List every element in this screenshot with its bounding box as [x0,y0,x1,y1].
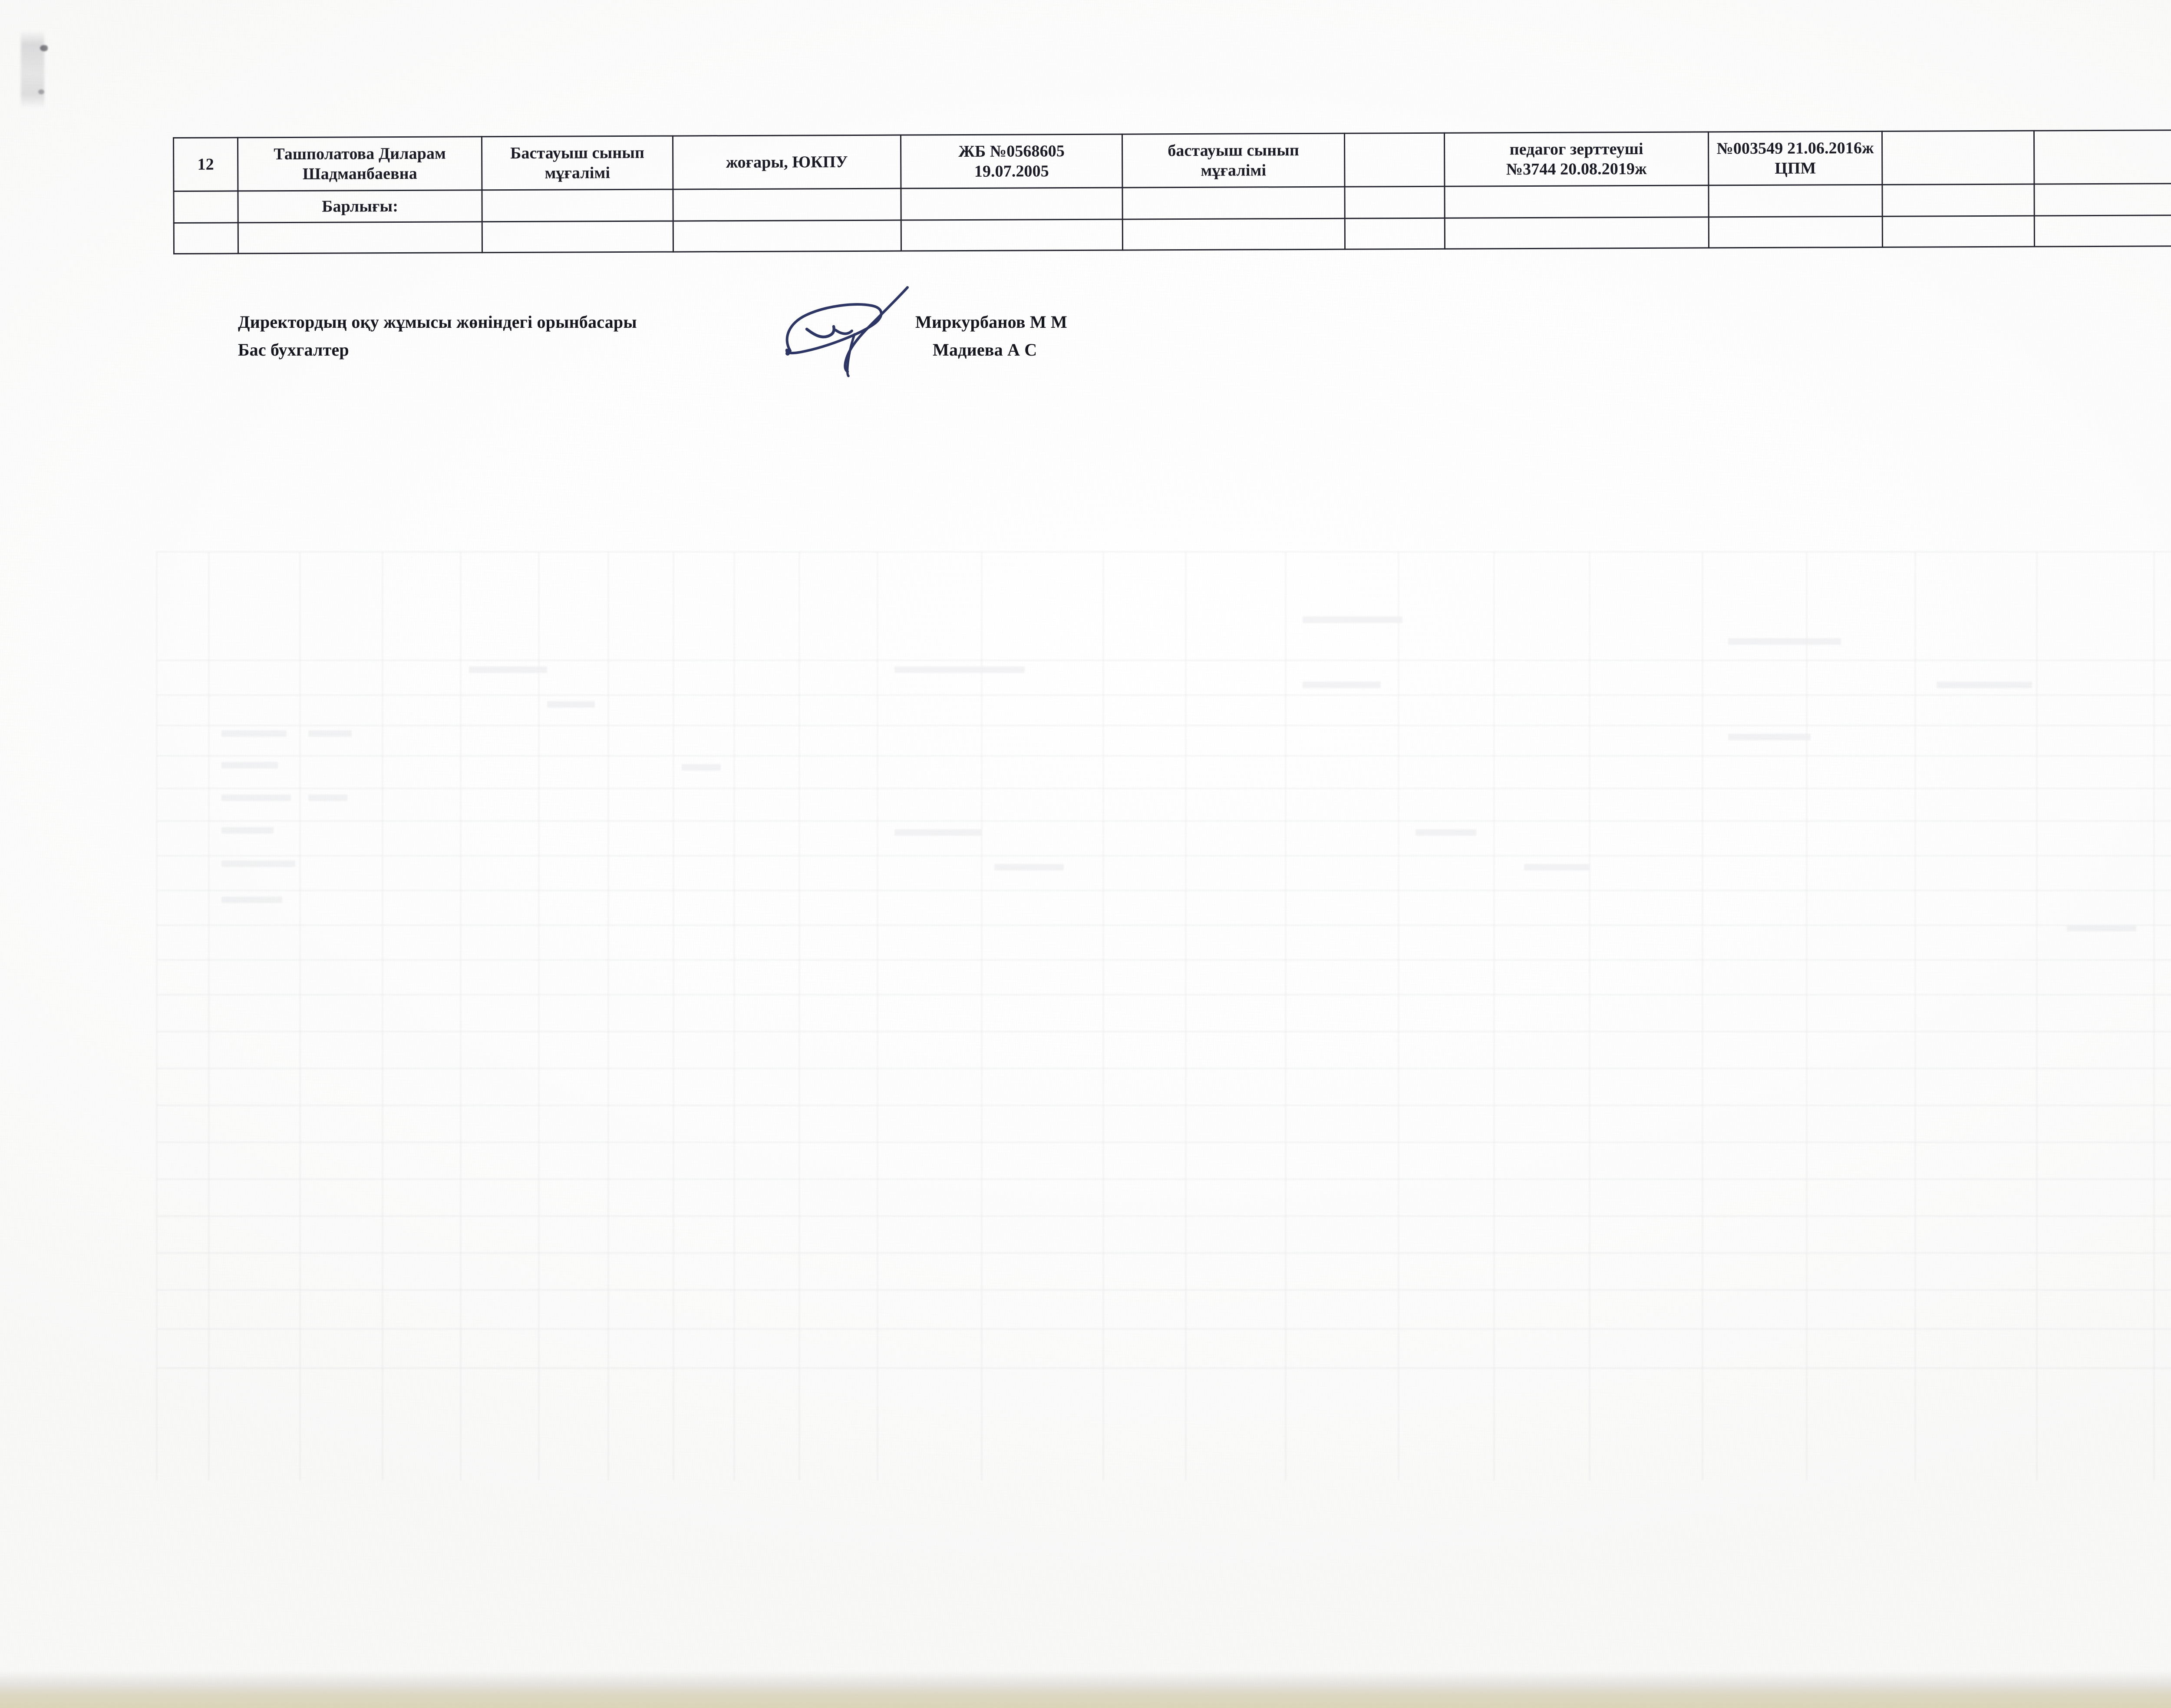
table-row: 12 Ташполатова Диларам Шадманбаевна Баст… [173,130,2171,191]
cell-blank-7 [1345,218,1445,250]
cell-blank-4 [673,220,901,252]
cell-total-5 [901,188,1123,221]
staff-records-table: 12 Ташполатова Диларам Шадманбаевна Баст… [173,129,2171,254]
cell-total-4 [673,188,901,221]
cell-empty-11 [2034,130,2171,185]
cell-blank-1 [174,222,238,254]
cell-blank-9 [1709,216,1883,248]
cell-total-6 [1122,187,1345,220]
cell-category: педагог зерттеуші №3744 20.08.2019ж [1444,132,1709,187]
cell-blank-6 [1122,218,1345,251]
cell-total-10 [1882,184,2035,217]
cell-total-11 [2034,183,2171,216]
cell-specialty: бастауыш сынып мұғалімі [1122,133,1345,188]
cell-empty-10 [1882,131,2034,185]
cell-blank-5 [901,219,1123,251]
cell-diploma: ЖБ №0568605 19.07.2005 [901,134,1122,189]
cell-total-label: Барлығы: [238,190,482,223]
cell-full-name: Ташполатова Диларам Шадманбаевна [238,136,482,191]
cell-blank-8 [1445,217,1709,249]
signature-name-deputy-director: Миркурбанов М М [915,312,1067,332]
signature-title-chief-accountant: Бас бухгалтер [238,340,349,359]
paper-corner-speck [40,45,48,51]
cell-total-rownum [173,191,238,223]
signature-row-deputy-director: Директордың оқу жұмысы жөніндегі орынбас… [238,312,1541,340]
paper-corner-speck-2 [38,89,44,94]
cell-total-7 [1344,186,1445,219]
paper-corner-smudge [21,30,44,109]
cell-blank-11 [2034,215,2171,247]
cell-blank-3 [482,221,673,253]
cell-blank-10 [1882,216,2035,247]
cell-empty-7 [1344,133,1445,187]
signature-block: Директордың оқу жұмысы жөніндегі орынбас… [238,312,1541,367]
cell-total-8 [1444,185,1709,218]
page-edge-shadow-bottom [0,1671,2171,1708]
signature-title-deputy-director: Директордың оқу жұмысы жөніндегі орынбас… [238,312,637,332]
signature-row-chief-accountant: Бас бухгалтер Мадиева А С [238,340,1541,367]
cell-certificate: №003549 21.06.2016ж ЦПМ [1708,131,1882,185]
cell-total-9 [1708,185,1883,217]
cell-position: Бастауыш сынып мұғалімі [482,136,673,190]
cell-blank-2 [238,221,482,254]
signature-name-chief-accountant: Мадиева А С [933,340,1037,359]
cell-row-number: 12 [173,137,238,191]
cell-education: жоғары, ЮКПУ [673,135,901,190]
cell-total-3 [482,189,673,222]
